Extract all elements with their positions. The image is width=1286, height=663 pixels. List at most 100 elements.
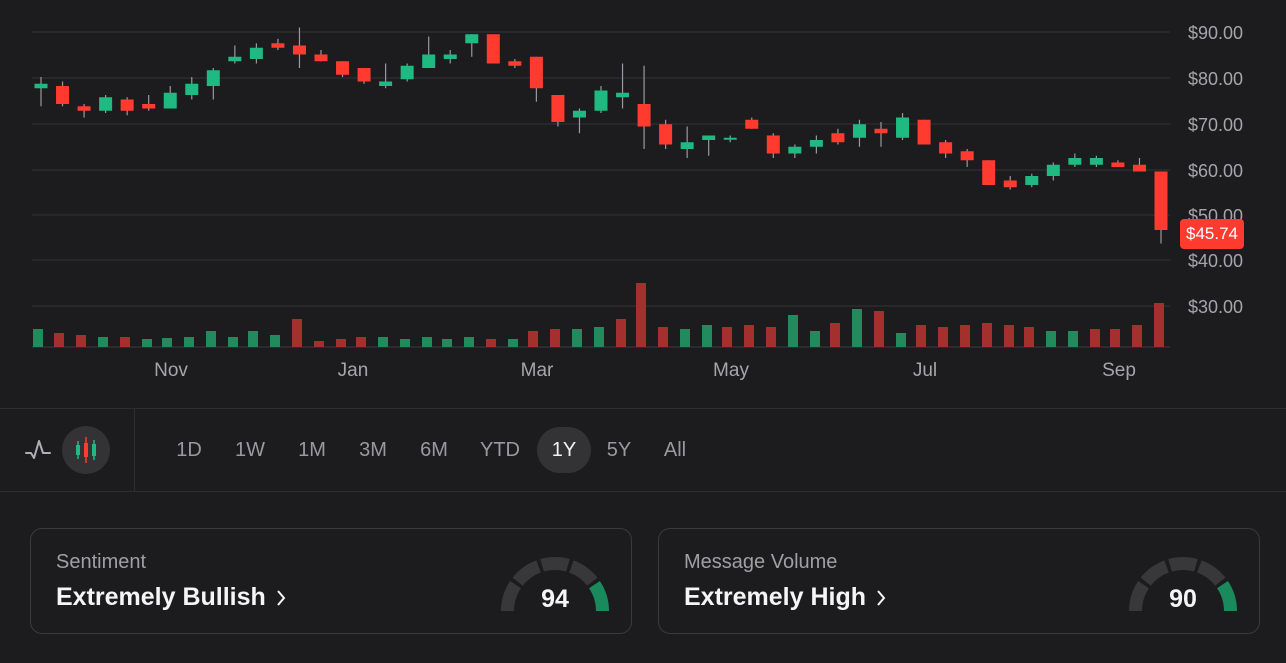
- gauge-segment: [1168, 557, 1198, 572]
- candle[interactable]: [939, 140, 953, 158]
- candle[interactable]: [917, 119, 931, 145]
- range-button-6m[interactable]: 6M: [420, 438, 448, 461]
- gauge-segment: [589, 580, 609, 611]
- sentiment-card[interactable]: Sentiment Extremely Bullish 94: [30, 528, 632, 634]
- candle[interactable]: [1046, 162, 1060, 181]
- volume-bar: [788, 315, 798, 347]
- candle[interactable]: [1025, 173, 1039, 188]
- volume-bar: [1090, 329, 1100, 347]
- candle[interactable]: [1068, 153, 1082, 168]
- candle[interactable]: [486, 34, 500, 64]
- candle[interactable]: [292, 27, 306, 69]
- candle[interactable]: [616, 63, 630, 109]
- candle[interactable]: [357, 68, 371, 84]
- candle[interactable]: [120, 97, 134, 116]
- message-volume-value: Extremely High: [684, 583, 867, 611]
- candle[interactable]: [572, 108, 586, 134]
- y-tick-label: $80.00: [1188, 69, 1243, 89]
- candle[interactable]: [831, 128, 845, 145]
- range-button-1w[interactable]: 1W: [235, 438, 265, 461]
- candle[interactable]: [422, 36, 436, 69]
- range-button-all[interactable]: All: [663, 438, 687, 461]
- x-tick-label: Jan: [338, 360, 369, 381]
- range-button-1y[interactable]: 1Y: [537, 427, 591, 473]
- candle[interactable]: [529, 56, 543, 102]
- candle[interactable]: [702, 135, 716, 156]
- candle[interactable]: [680, 126, 694, 159]
- candle[interactable]: [1089, 155, 1103, 167]
- candlestick-chart-svg[interactable]: $90.00$80.00$70.00$60.00$50.00$40.00$30.…: [0, 0, 1286, 408]
- volume-bar: [766, 327, 776, 347]
- volume-bar: [810, 331, 820, 347]
- range-button-1d[interactable]: 1D: [176, 438, 202, 461]
- candle[interactable]: [206, 68, 220, 100]
- candle[interactable]: [960, 149, 974, 167]
- candle[interactable]: [745, 117, 759, 129]
- x-tick-label: May: [713, 360, 749, 381]
- candle[interactable]: [77, 104, 91, 118]
- sentiment-value-link[interactable]: Extremely Bullish: [56, 583, 286, 612]
- candle[interactable]: [249, 43, 263, 64]
- candle[interactable]: [788, 144, 802, 159]
- range-button-5y[interactable]: 5Y: [606, 438, 632, 461]
- candle[interactable]: [874, 122, 888, 147]
- candle[interactable]: [896, 113, 910, 140]
- price-chart[interactable]: $90.00 $80.00 $70.00 $60.00 $50.00 $40.00 $30.…: [0, 0, 1286, 408]
- volume-bar: [680, 329, 690, 347]
- volume-bar: [938, 327, 948, 347]
- candle[interactable]: [1111, 160, 1125, 167]
- candle[interactable]: [766, 133, 780, 158]
- candle[interactable]: [228, 45, 242, 64]
- line-chart-icon: [25, 440, 51, 459]
- toolbar-separator: [134, 409, 135, 491]
- volume-bar: [1068, 331, 1078, 347]
- candle[interactable]: [508, 59, 522, 68]
- volume-bar: [896, 333, 906, 347]
- candle[interactable]: [1003, 176, 1017, 190]
- candle[interactable]: [852, 119, 866, 147]
- line-chart-button[interactable]: [14, 426, 62, 474]
- candle[interactable]: [185, 77, 199, 100]
- candle[interactable]: [1154, 171, 1168, 244]
- candle[interactable]: [809, 135, 823, 154]
- candle[interactable]: [379, 63, 393, 89]
- range-button-1m[interactable]: 1M: [298, 438, 326, 461]
- sentiment-score: 94: [541, 585, 569, 613]
- candle[interactable]: [1132, 158, 1146, 172]
- candle[interactable]: [34, 77, 48, 107]
- candle[interactable]: [400, 63, 414, 82]
- message-volume-value-link[interactable]: Extremely High: [684, 583, 886, 612]
- volume-bar: [636, 283, 646, 347]
- candle[interactable]: [271, 38, 285, 50]
- candle[interactable]: [443, 50, 457, 64]
- volume-bar: [422, 337, 432, 347]
- candle[interactable]: [551, 95, 565, 127]
- gauge-segment: [512, 560, 541, 586]
- range-button-3m[interactable]: 3M: [359, 438, 387, 461]
- candle[interactable]: [163, 86, 177, 109]
- candle[interactable]: [723, 135, 737, 143]
- y-tick-label: $70.00: [1188, 115, 1243, 135]
- gauge-segment: [501, 580, 521, 611]
- candle[interactable]: [336, 61, 350, 77]
- candle[interactable]: [99, 95, 113, 113]
- chart-divider: [0, 408, 1286, 409]
- gauge-segment: [1140, 560, 1169, 586]
- candle[interactable]: [142, 95, 156, 111]
- candle[interactable]: [659, 119, 673, 149]
- candle[interactable]: [314, 50, 328, 62]
- volume-bar: [54, 333, 64, 347]
- candle[interactable]: [594, 86, 608, 113]
- candle[interactable]: [982, 160, 996, 185]
- volume-bar: [722, 327, 732, 347]
- candle[interactable]: [465, 34, 479, 57]
- volume-bar: [162, 338, 172, 347]
- volume-bar: [142, 339, 152, 347]
- candle[interactable]: [637, 65, 651, 149]
- volume-bar: [830, 323, 840, 347]
- message-volume-card[interactable]: Message Volume Extremely High 90: [658, 528, 1260, 634]
- candle[interactable]: [56, 81, 70, 107]
- candlestick-chart-button[interactable]: [62, 426, 110, 474]
- range-button-ytd[interactable]: YTD: [480, 438, 520, 461]
- volume-bar: [206, 331, 216, 347]
